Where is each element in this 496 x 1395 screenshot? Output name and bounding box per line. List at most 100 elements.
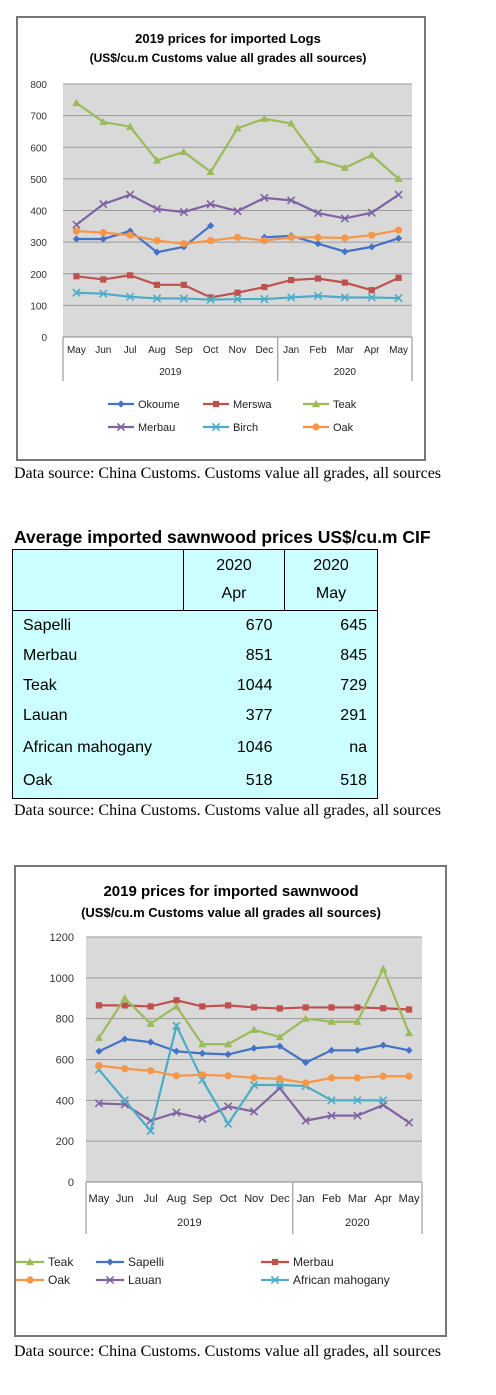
series-line-okoume [264,234,399,253]
table-row: Teak 1044 729 [13,671,378,701]
data-point-teak [198,1040,207,1048]
data-point-lauan [94,1099,104,1108]
data-point-sapelli [379,1041,387,1049]
data-point-okoume [341,248,349,256]
table-cell-may: na [349,738,367,756]
legend-label-merbau: Merbau [138,422,175,434]
data-point-oak [341,234,349,242]
data-point-african-mahogany [249,1080,259,1090]
data-point-oak [180,240,188,248]
data-point-oak [353,1074,361,1082]
table-cell-may: 518 [340,772,367,790]
y-tick-label: 0 [68,1177,74,1189]
table-row-label: African mahogany [23,738,152,756]
x-tick-label: Jan [283,345,299,356]
data-point-sapelli [172,1047,181,1055]
legend-label-birch: Birch [233,422,258,434]
table-cell-may: 291 [340,706,367,724]
x-tick-label: May [389,345,408,356]
data-point-teak [179,147,188,156]
data-point-teak [394,174,403,182]
data-point-okoume [314,240,322,248]
data-point-oak [314,233,322,241]
data-point-oak [250,1074,258,1082]
data-point-birch [287,293,296,302]
data-point-lauan [353,1111,362,1120]
table-cell-may: 845 [340,646,367,664]
data-point-merswa [180,281,187,288]
table-row-label: Lauan [23,706,68,724]
data-point-teak [120,994,129,1002]
data-point-merswa [73,273,80,280]
x-tick-label: May [399,1193,420,1205]
data-point-merbau [233,206,242,216]
data-point-teak [404,1029,414,1037]
data-point-african-mahogany [172,1021,181,1030]
x-tick-label: May [89,1193,110,1205]
data-point-african-mahogany [198,1075,207,1085]
data-point-teak [224,1040,233,1048]
legend-marker-merswa [212,400,220,408]
data-point-birch [125,292,135,302]
data-point-african-mahogany [223,1119,233,1128]
y-tick-label: 400 [56,1095,74,1107]
data-point-lauan [404,1118,414,1127]
data-point-okoume [207,222,215,230]
logs-chart: 2019 prices for imported Logs (US$/cu.m C… [16,16,426,461]
data-point-oak [207,236,215,245]
x-tick-label: Apr [364,345,380,356]
table-header-may-month: May [315,585,347,602]
year-group-label: 2019 [177,1217,201,1229]
legend-label-african-mahogany: African mahogany [293,1273,390,1287]
sawnwood-price-table: 2020 Apr 2020 May Sapelli 670 645 Merbau 851… [12,549,378,799]
data-point-merbau [173,997,180,1004]
data-point-merbau [276,1005,283,1012]
data-point-merswa [261,283,268,291]
x-tick-label: Aug [167,1193,187,1205]
data-point-sapelli [224,1050,232,1058]
data-point-african-mahogany [379,1096,388,1105]
data-point-merbau [302,1004,309,1011]
data-point-merbau [125,190,135,199]
data-point-merbau [225,1002,232,1009]
data-point-oak [233,233,242,241]
data-point-merswa [153,281,161,288]
table-row: Lauan 377 291 [13,701,378,731]
x-tick-label: Apr [375,1193,392,1205]
data-point-birch [99,289,108,298]
data-point-merswa [100,276,107,283]
data-point-merswa [395,274,402,281]
x-tick-label: Dec [270,1193,290,1205]
sawnwood-chart-svg: 2019 prices for imported sawnwood (US$/cu… [16,883,423,1287]
sawnwood-source-note: Data source: China Customs. Customs valu… [14,1343,442,1360]
table-cell-apr: 1044 [236,676,273,694]
table-row-label: Oak [23,772,53,790]
data-point-merbau [287,196,296,205]
x-tick-label: Sep [193,1193,213,1205]
legend-label-teak: Teak [48,1255,74,1269]
table-cell-may: 729 [340,676,367,694]
data-point-birch [233,294,242,304]
x-tick-label: Jan [297,1193,315,1205]
data-point-teak [99,117,108,126]
data-point-african-mahogany [275,1080,285,1090]
data-point-merswa [368,287,375,294]
x-tick-label: Jun [95,345,111,356]
chart-subtitle: (US$/cu.m Customs value all grades all s… [90,51,367,65]
y-tick-label: 800 [30,80,47,91]
y-tick-label: 200 [30,270,47,281]
data-point-oak [405,1072,413,1080]
x-tick-label: Dec [255,345,273,356]
data-point-merbau [121,1002,128,1009]
table-cell-apr: 1046 [236,738,273,756]
series-line-african-mahogany [98,1022,384,1134]
x-tick-label: Jul [124,345,137,356]
y-tick-label: 200 [56,1136,74,1148]
legend-label-oak: Oak [333,422,354,434]
data-point-oak [95,1062,103,1070]
data-point-okoume [99,235,107,243]
data-point-lauan [249,1107,259,1116]
table-cell-apr: 377 [245,706,273,724]
data-point-merbau [313,208,323,218]
logs-chart-svg: 2019 prices for imported Logs (US$/cu.m C… [30,31,413,434]
